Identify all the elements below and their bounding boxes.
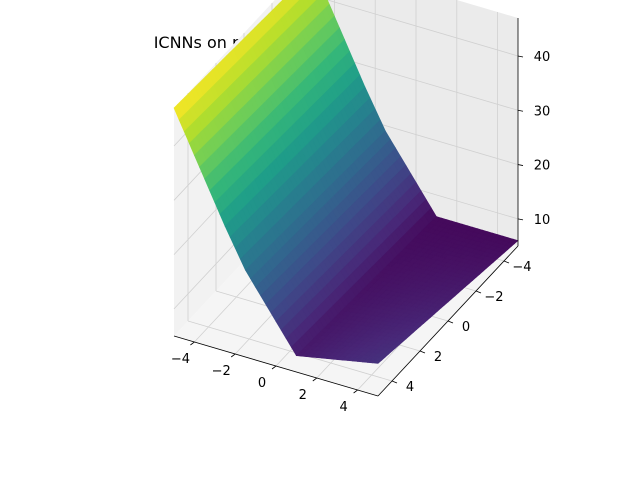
grid-line-y bbox=[187, 320, 393, 382]
z-tick bbox=[517, 218, 524, 221]
x-tick-label: 2 bbox=[299, 388, 307, 403]
y-tick bbox=[419, 350, 426, 354]
x-tick-label: 0 bbox=[258, 376, 266, 391]
z-tick bbox=[517, 55, 524, 58]
z-tick bbox=[517, 164, 524, 166]
x-tick bbox=[312, 377, 318, 382]
tick-marks bbox=[190, 55, 524, 394]
z-tick-label: 10 bbox=[534, 213, 551, 228]
x-tick-label: −2 bbox=[212, 364, 231, 379]
x-tick bbox=[353, 389, 358, 394]
x-tick bbox=[271, 365, 277, 370]
z-tick-label: 20 bbox=[534, 159, 551, 174]
y-tick bbox=[475, 290, 482, 294]
y-tick bbox=[503, 260, 510, 264]
y-tick-label: 4 bbox=[406, 380, 414, 395]
surface-mesh bbox=[173, 0, 519, 364]
x-tick bbox=[190, 341, 195, 346]
y-tick bbox=[447, 320, 454, 324]
y-tick-label: 0 bbox=[462, 320, 470, 335]
x-tick-label: 4 bbox=[339, 400, 347, 415]
x-tick-label: −4 bbox=[171, 352, 190, 367]
y-tick-label: −4 bbox=[512, 260, 531, 275]
y-tick-label: −2 bbox=[484, 290, 503, 305]
z-tick bbox=[517, 109, 524, 112]
x-tick bbox=[230, 353, 236, 358]
tick-labels: −4 −2 0 2 4 −4 −2 0 2 4 10 20 30 40 bbox=[171, 50, 550, 415]
z-tick-label: 30 bbox=[534, 104, 551, 119]
z-tick-label: 40 bbox=[534, 50, 551, 65]
y-tick bbox=[391, 380, 398, 384]
y-tick-label: 2 bbox=[434, 350, 442, 365]
surface-patch bbox=[508, 238, 519, 244]
